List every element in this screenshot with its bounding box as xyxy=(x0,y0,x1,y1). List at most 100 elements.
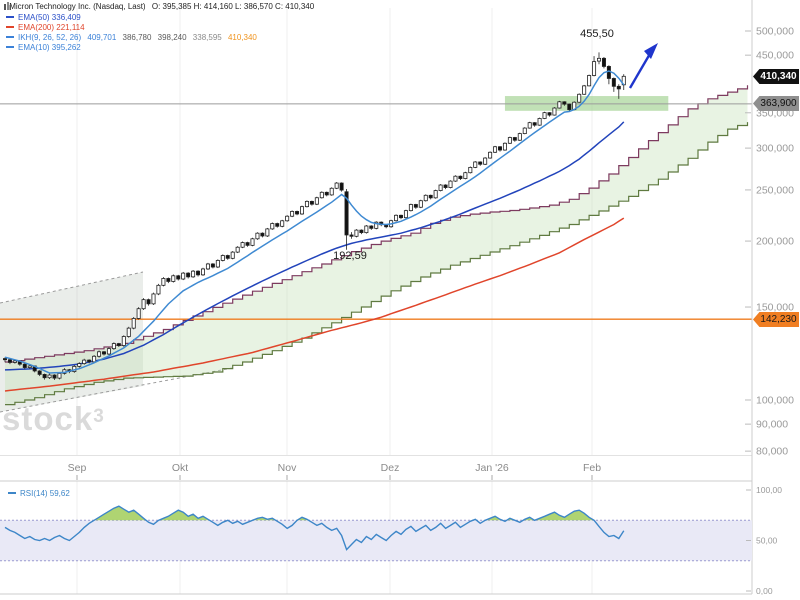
candle xyxy=(47,373,52,379)
chart-title: Micron Technology Inc. (Nasdaq, Last) O:… xyxy=(4,2,314,11)
last-price-tag: 410,340 xyxy=(753,69,799,84)
legend-ema50-name: EMA(50) xyxy=(18,13,50,22)
y-axis-label: 150,000 xyxy=(756,302,794,314)
candle xyxy=(304,200,309,208)
candle xyxy=(463,171,468,180)
candle xyxy=(166,277,171,284)
x-axis-month-label: Feb xyxy=(583,462,601,474)
rsi-legend[interactable]: RSI(14) 59,62 xyxy=(8,489,70,498)
candle xyxy=(522,127,527,135)
candle xyxy=(77,362,82,368)
candle xyxy=(102,351,107,356)
candle xyxy=(369,225,374,230)
candle xyxy=(196,270,201,277)
candle xyxy=(587,74,592,87)
candle xyxy=(483,157,488,165)
annotation-high-455[interactable]: 455,50 xyxy=(580,28,614,40)
candle xyxy=(210,263,215,269)
trend-arrow[interactable] xyxy=(628,51,653,89)
candle xyxy=(433,189,438,199)
legend-ema50[interactable]: EMA(50) 336,409 xyxy=(6,13,81,22)
legend-ikh[interactable]: IKH(9, 26, 52, 26) 409,701 386,780 398,2… xyxy=(6,33,257,42)
candle xyxy=(408,203,413,212)
legend-ikh-name: IKH(9, 26, 52, 26) xyxy=(18,33,82,42)
y-axis-label: 100,000 xyxy=(756,394,794,406)
x-axis-month-label: Okt xyxy=(172,462,188,474)
legend-ema200-value: 221,114 xyxy=(56,23,85,32)
candle xyxy=(141,298,146,310)
candle xyxy=(240,241,245,249)
candle xyxy=(205,262,210,270)
stock3-watermark: stock3 xyxy=(2,400,104,437)
candle xyxy=(156,283,161,296)
candle xyxy=(334,182,339,190)
rsi-overbought-fill xyxy=(485,516,503,521)
legend-ikh-value: 398,240 xyxy=(155,33,187,42)
candle xyxy=(478,161,483,166)
y-axis-label: 200,000 xyxy=(756,236,794,248)
legend-ema10[interactable]: EMA(10) 395,262 xyxy=(6,43,81,52)
candle xyxy=(473,161,478,169)
candle xyxy=(200,267,205,276)
ikh-swatch xyxy=(6,36,14,38)
candle xyxy=(92,354,97,364)
candle xyxy=(116,342,121,348)
trend-arrow-head[interactable] xyxy=(644,43,658,59)
y-axis-label: 500,000 xyxy=(756,26,794,38)
candle xyxy=(488,151,493,159)
candle xyxy=(542,111,547,120)
instrument-name: Micron Technology Inc. (Nasdaq, Last) xyxy=(9,2,146,11)
y-axis-label: 450,000 xyxy=(756,50,794,62)
ema10-swatch xyxy=(6,46,14,48)
candle xyxy=(235,246,240,254)
candle xyxy=(290,210,295,218)
rsi-overbought-fill xyxy=(534,510,595,521)
candle xyxy=(215,259,220,269)
candle xyxy=(220,254,225,262)
candle xyxy=(3,357,8,363)
candle xyxy=(339,182,344,192)
candle xyxy=(374,221,379,230)
candle xyxy=(398,214,403,220)
candle xyxy=(423,194,428,202)
candle xyxy=(52,374,57,381)
legend-ikh-value: 386,780 xyxy=(120,33,152,42)
legend-ema50-value: 336,409 xyxy=(51,13,81,22)
rsi-legend-text: RSI(14) 59,62 xyxy=(20,489,70,498)
candle xyxy=(597,52,602,65)
legend-ema10-name: EMA(10) xyxy=(18,43,50,52)
candle xyxy=(537,117,542,126)
candle xyxy=(364,225,369,234)
orange-level-tag: 142,230 xyxy=(753,312,799,327)
candle xyxy=(592,56,597,77)
ema10-line xyxy=(4,70,625,374)
candle xyxy=(438,184,443,192)
ema200-swatch xyxy=(6,26,14,28)
candle xyxy=(151,292,156,306)
rsi-overbought-fill xyxy=(252,517,276,521)
candle xyxy=(171,274,176,283)
x-axis-month-label: Nov xyxy=(278,462,297,474)
channel-upper-line[interactable] xyxy=(0,271,144,304)
candle xyxy=(349,232,354,239)
candle xyxy=(394,214,399,222)
legend-ema200[interactable]: EMA(200) 221,114 xyxy=(6,23,85,32)
x-axis-month-label: Dez xyxy=(381,462,400,474)
candle xyxy=(270,222,275,230)
legend-ikh-value: 410,340 xyxy=(225,33,257,42)
y-axis-label: 300,000 xyxy=(756,143,794,155)
legend-ema10-value: 395,262 xyxy=(51,43,81,52)
trend-channel[interactable] xyxy=(0,272,143,412)
candle xyxy=(468,166,473,174)
rsi-swatch xyxy=(8,492,16,494)
gray-level-tag: 363,900 xyxy=(753,96,799,111)
rsi-axis-label: 100,00 xyxy=(756,485,782,495)
rsi-line xyxy=(4,505,625,551)
legend-ikh-value: 338,595 xyxy=(190,33,222,42)
candle xyxy=(37,370,42,377)
annotation-low-192[interactable]: 192,59 xyxy=(333,250,367,262)
candle xyxy=(507,136,512,144)
candle xyxy=(527,121,532,129)
